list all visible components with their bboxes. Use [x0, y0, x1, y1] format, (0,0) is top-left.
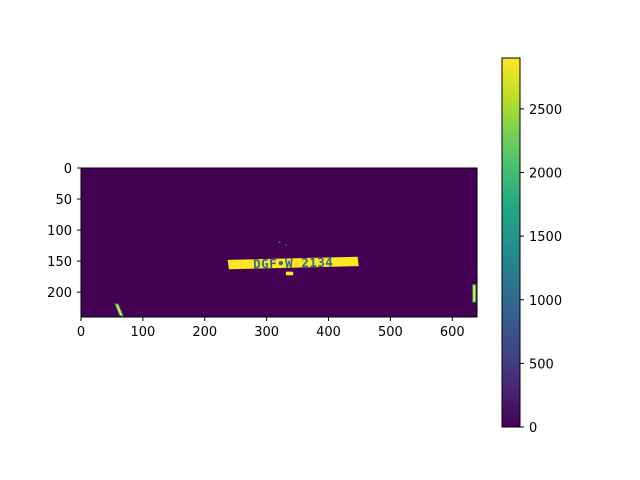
y-tick-label: 200: [47, 286, 72, 301]
x-tick-label: 200: [192, 325, 217, 340]
x-axis: 0 100 200 300 400 500 600: [77, 317, 465, 340]
x-tick-label: 100: [130, 325, 155, 340]
colorbar-tick-label: 2000: [529, 167, 562, 182]
y-tick-label: 0: [64, 162, 72, 177]
colorbar: 0 500 1000 1500 2000 2500: [501, 57, 562, 436]
license-plate-blob: [227, 256, 359, 270]
left-edge-blob: [114, 303, 124, 317]
colorbar-gradient: [502, 58, 520, 427]
colorbar-tick-label: 1500: [529, 230, 562, 245]
x-tick-label: 300: [254, 325, 279, 340]
colorbar-tick-label: 500: [529, 357, 554, 372]
y-axis: 0 50 100 150 200: [47, 162, 81, 301]
bright-spot: [285, 271, 294, 276]
heatmap-plot-area: DGF•W 2134: [80, 167, 478, 318]
x-tick-label: 500: [378, 325, 403, 340]
x-tick-label: 0: [77, 325, 85, 340]
license-plate-text: DGF•W 2134: [253, 255, 334, 272]
colorbar-tick-label: 0: [529, 421, 537, 436]
y-tick-label: 50: [55, 193, 72, 208]
right-edge-blob: [472, 284, 477, 303]
bright-spot: [285, 244, 287, 246]
colorbar-frame: [501, 57, 521, 428]
x-tick-label: 600: [440, 325, 465, 340]
x-tick-label: 400: [316, 325, 341, 340]
plot-frame: [80, 167, 478, 318]
y-tick-label: 100: [47, 224, 72, 239]
colorbar-tick-label: 2500: [529, 103, 562, 118]
bright-spot: [278, 240, 281, 243]
colorbar-tick-label: 1000: [529, 294, 562, 309]
y-tick-label: 150: [47, 255, 72, 270]
